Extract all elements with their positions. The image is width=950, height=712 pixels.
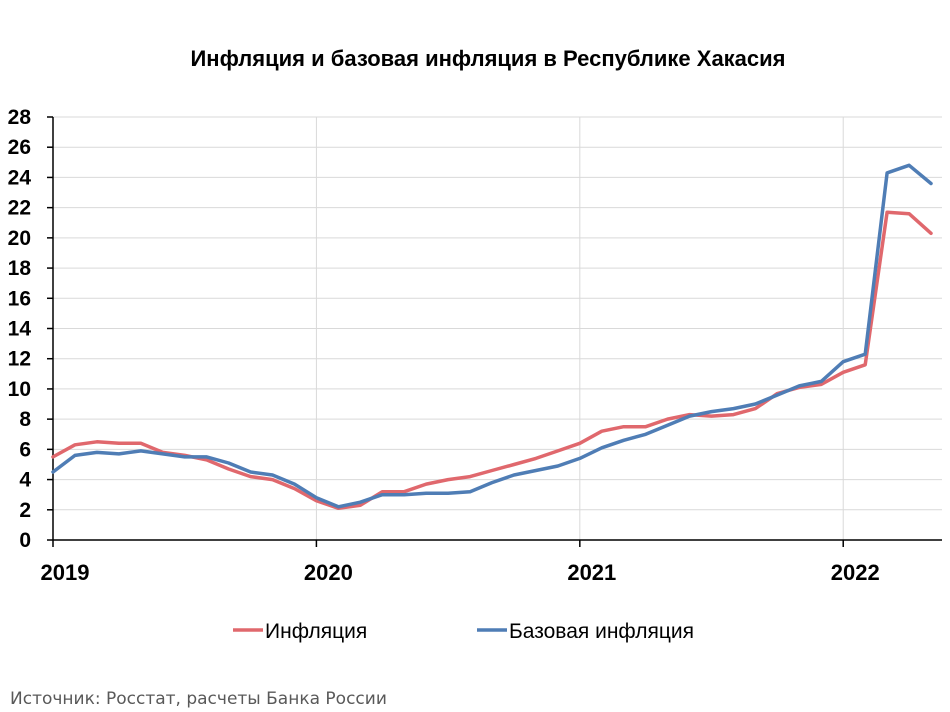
y-tick-label: 22 [8,197,31,220]
x-tick-label: 2019 [41,560,90,585]
axes [47,116,942,547]
y-tick-label: 20 [8,227,31,250]
y-tick-label: 18 [8,257,32,280]
legend-label: Инфляция [265,620,367,643]
series-lines [51,163,933,511]
legend-label: Базовая инфляция [509,620,694,643]
y-tick-label: 26 [8,136,31,159]
series-line-Инфляция [51,210,933,511]
legend: Инфляция Базовая инфляция [233,620,694,643]
x-tick-label: 2020 [304,560,353,585]
y-tick-label: 2 [19,499,31,522]
x-axis-ticks: 2019 2020 2021 2022 [41,560,880,585]
chart-title: Инфляция и базовая инфляция в Республике… [190,46,785,71]
grid [53,116,942,540]
y-tick-label: 24 [8,166,32,189]
y-tick-label: 10 [8,378,31,401]
y-tick-label: 28 [8,106,32,129]
x-tick-label: 2021 [567,560,616,585]
y-tick-label: 16 [8,287,31,310]
series-line-Базовая инфляция [51,163,933,509]
y-tick-label: 0 [19,529,31,552]
x-tick-label: 2022 [831,560,880,585]
y-tick-label: 4 [19,469,31,492]
y-tick-label: 14 [8,318,32,341]
source-note: Источник: Росстат, расчеты Банка России [10,689,387,709]
y-tick-label: 6 [19,438,31,461]
y-tick-label: 12 [8,348,31,371]
y-tick-label: 8 [19,408,31,431]
